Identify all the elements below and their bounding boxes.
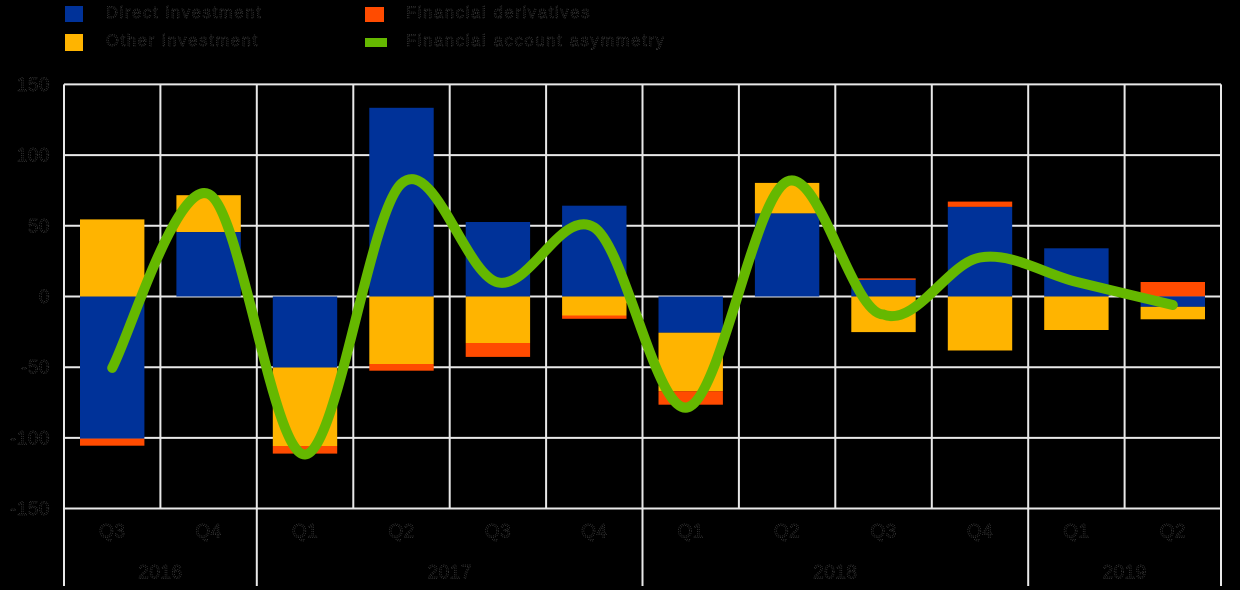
svg-text:Q2: Q2 [388, 522, 414, 543]
svg-text:100: 100 [17, 146, 50, 167]
svg-text:Q4: Q4 [195, 522, 221, 543]
svg-text:2017: 2017 [428, 563, 472, 584]
svg-text:-50: -50 [21, 358, 50, 379]
svg-text:150: 150 [17, 75, 50, 96]
svg-text:Q1: Q1 [678, 522, 704, 543]
svg-text:2019: 2019 [1102, 563, 1146, 584]
svg-text:Financial derivatives: Financial derivatives [406, 4, 591, 22]
svg-text:Q3: Q3 [870, 522, 896, 543]
svg-text:Q1: Q1 [1063, 522, 1089, 543]
svg-text:Q1: Q1 [292, 522, 318, 543]
svg-text:0: 0 [39, 287, 50, 308]
svg-text:Q2: Q2 [1160, 522, 1186, 543]
svg-text:Direct investment: Direct investment [106, 4, 262, 22]
svg-text:-100: -100 [10, 428, 50, 449]
svg-text:50: 50 [28, 216, 50, 237]
svg-text:Q2: Q2 [774, 522, 800, 543]
svg-text:Q4: Q4 [581, 522, 607, 543]
svg-text:-150: -150 [10, 499, 50, 520]
svg-text:Q3: Q3 [485, 522, 511, 543]
svg-text:Q4: Q4 [967, 522, 993, 543]
svg-text:2018: 2018 [813, 563, 857, 584]
svg-text:Financial account asymmetry: Financial account asymmetry [406, 32, 666, 50]
svg-text:2016: 2016 [138, 563, 182, 584]
svg-text:Other investment: Other investment [106, 32, 259, 50]
svg-text:Q3: Q3 [99, 522, 125, 543]
